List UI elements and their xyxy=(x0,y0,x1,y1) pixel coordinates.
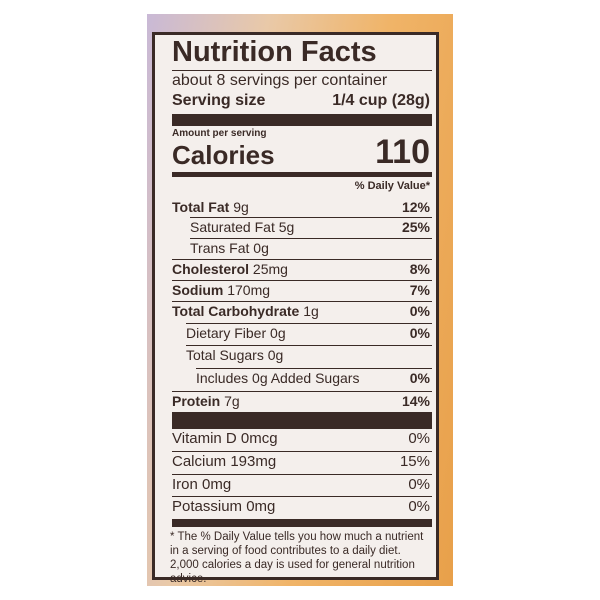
row-divider xyxy=(186,345,432,346)
nutrient-name: Includes 0g Added Sugars xyxy=(196,370,360,386)
nutrient-name: Protein xyxy=(172,393,221,409)
vitamin-dv: 15% xyxy=(399,453,430,470)
nutrient-name: Total Fat xyxy=(172,199,230,215)
row-divider xyxy=(172,391,432,392)
serving-size-label: Serving size xyxy=(172,92,266,109)
nutrient-row: Saturated Fat 5g xyxy=(190,219,432,235)
nutrient-amount: 0g xyxy=(270,325,286,341)
calories-label: Calories xyxy=(172,140,275,170)
nutrient-name: Saturated Fat xyxy=(190,219,275,235)
nutrient-dv: 0% xyxy=(409,370,430,386)
row-divider xyxy=(172,496,432,497)
vitamin-name: Calcium 193mg xyxy=(172,453,277,470)
nutrient-row: Total Fat 9g xyxy=(172,199,432,215)
vitamin-name: Vitamin D 0mcg xyxy=(172,430,278,447)
vitamin-name: Potassium 0mg xyxy=(172,498,276,515)
nutrient-amount: 170mg xyxy=(227,282,271,298)
nutrient-row: Total Carbohydrate 1g xyxy=(172,303,432,319)
row-divider xyxy=(172,451,432,452)
serving-size-value: 1/4 cup (28g) xyxy=(332,92,430,109)
row-divider xyxy=(190,238,432,239)
row-divider xyxy=(172,301,432,302)
servings-per-container: about 8 servings per container xyxy=(172,72,388,89)
calories-value: 110 xyxy=(375,133,430,171)
row-divider xyxy=(172,474,432,475)
nutrient-amount: 5g xyxy=(278,219,295,235)
vitamin-dv: 0% xyxy=(408,476,430,493)
nutrient-dv: 8% xyxy=(409,261,430,277)
vitamin-dv: 0% xyxy=(408,498,430,515)
nutrient-amount: 9g xyxy=(233,199,249,215)
nutrient-row: Cholesterol 25mg xyxy=(172,261,432,277)
nutrient-name: Sodium xyxy=(172,282,224,298)
nutrient-dv: 14% xyxy=(401,393,430,409)
nutrient-row: Total Sugars 0g xyxy=(186,347,432,363)
nutrient-row: Sodium 170mg xyxy=(172,282,432,298)
nutrient-amount: 1g xyxy=(303,303,319,319)
nutrient-name: Trans Fat xyxy=(190,240,250,256)
nutrient-row: Dietary Fiber 0g xyxy=(186,325,432,341)
nutrient-amount: 0g xyxy=(253,240,269,256)
nutrient-dv: 0% xyxy=(409,325,430,341)
nutrient-amount: 25mg xyxy=(252,261,288,277)
nutrient-amount: 7g xyxy=(224,393,240,409)
daily-value-header: % Daily Value* xyxy=(354,180,430,192)
nutrient-dv: 25% xyxy=(401,219,430,235)
nutrient-dv: 0% xyxy=(409,303,430,319)
nutrient-dv: 12% xyxy=(401,199,430,215)
nutrient-amount: 0g xyxy=(267,347,284,363)
row-divider xyxy=(172,280,432,281)
nutrient-name: Total Sugars xyxy=(186,347,264,363)
row-divider xyxy=(190,217,432,218)
vitamin-dv: 0% xyxy=(408,430,430,447)
label-title: Nutrition Facts xyxy=(172,36,377,68)
row-divider xyxy=(196,368,432,369)
nutrient-dv: 7% xyxy=(409,282,430,298)
nutrient-name: Dietary Fiber xyxy=(186,325,267,341)
row-divider xyxy=(172,259,432,260)
nutrient-row: Protein 7g xyxy=(172,393,432,409)
amount-per-serving: Amount per serving xyxy=(172,128,267,139)
nutrient-name: Cholesterol xyxy=(172,261,250,277)
footnote: * The % Daily Value tells you how much a… xyxy=(170,531,424,585)
nutrient-row: Trans Fat 0g xyxy=(190,240,432,256)
vitamin-name: Iron 0mg xyxy=(172,476,232,493)
nutrient-name: Total Carbohydrate xyxy=(172,303,300,319)
row-divider xyxy=(186,323,432,324)
nutrient-row: Includes 0g Added Sugars xyxy=(196,370,432,386)
